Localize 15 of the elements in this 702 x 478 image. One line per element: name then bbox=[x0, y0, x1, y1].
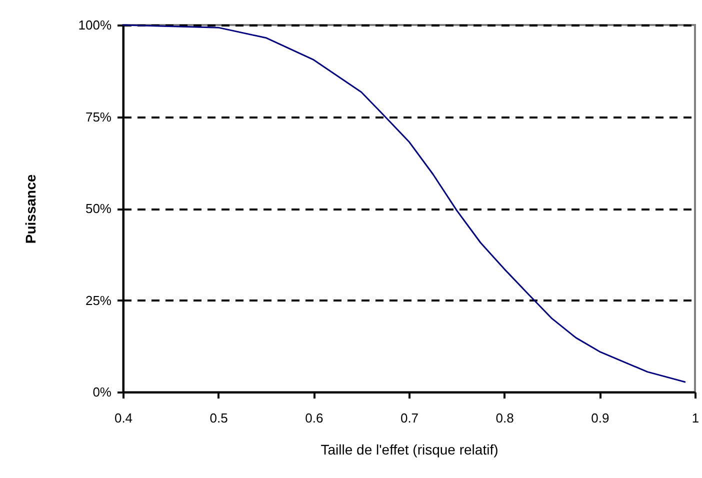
x-tick-label: 0.8 bbox=[496, 410, 514, 426]
y-tick-label: 75% bbox=[85, 109, 112, 124]
y-axis-title: Puissance bbox=[22, 174, 38, 244]
x-tick-label: 0.7 bbox=[400, 410, 419, 426]
y-tick-label: 50% bbox=[85, 201, 112, 216]
x-tick-label: 0.6 bbox=[305, 410, 324, 426]
x-tick-label: 0.5 bbox=[210, 410, 228, 426]
x-tick-label: 0.9 bbox=[591, 410, 610, 426]
x-tick-label: 1 bbox=[692, 410, 700, 426]
y-tick-label: 0% bbox=[92, 384, 112, 400]
x-axis-title: Taille de l'effet (risque relatif) bbox=[320, 442, 498, 458]
y-tick-label: 25% bbox=[85, 292, 112, 308]
y-tick-label: 100% bbox=[78, 18, 112, 32]
line-series bbox=[122, 24, 686, 383]
x-tick-label: 0.4 bbox=[114, 410, 133, 426]
